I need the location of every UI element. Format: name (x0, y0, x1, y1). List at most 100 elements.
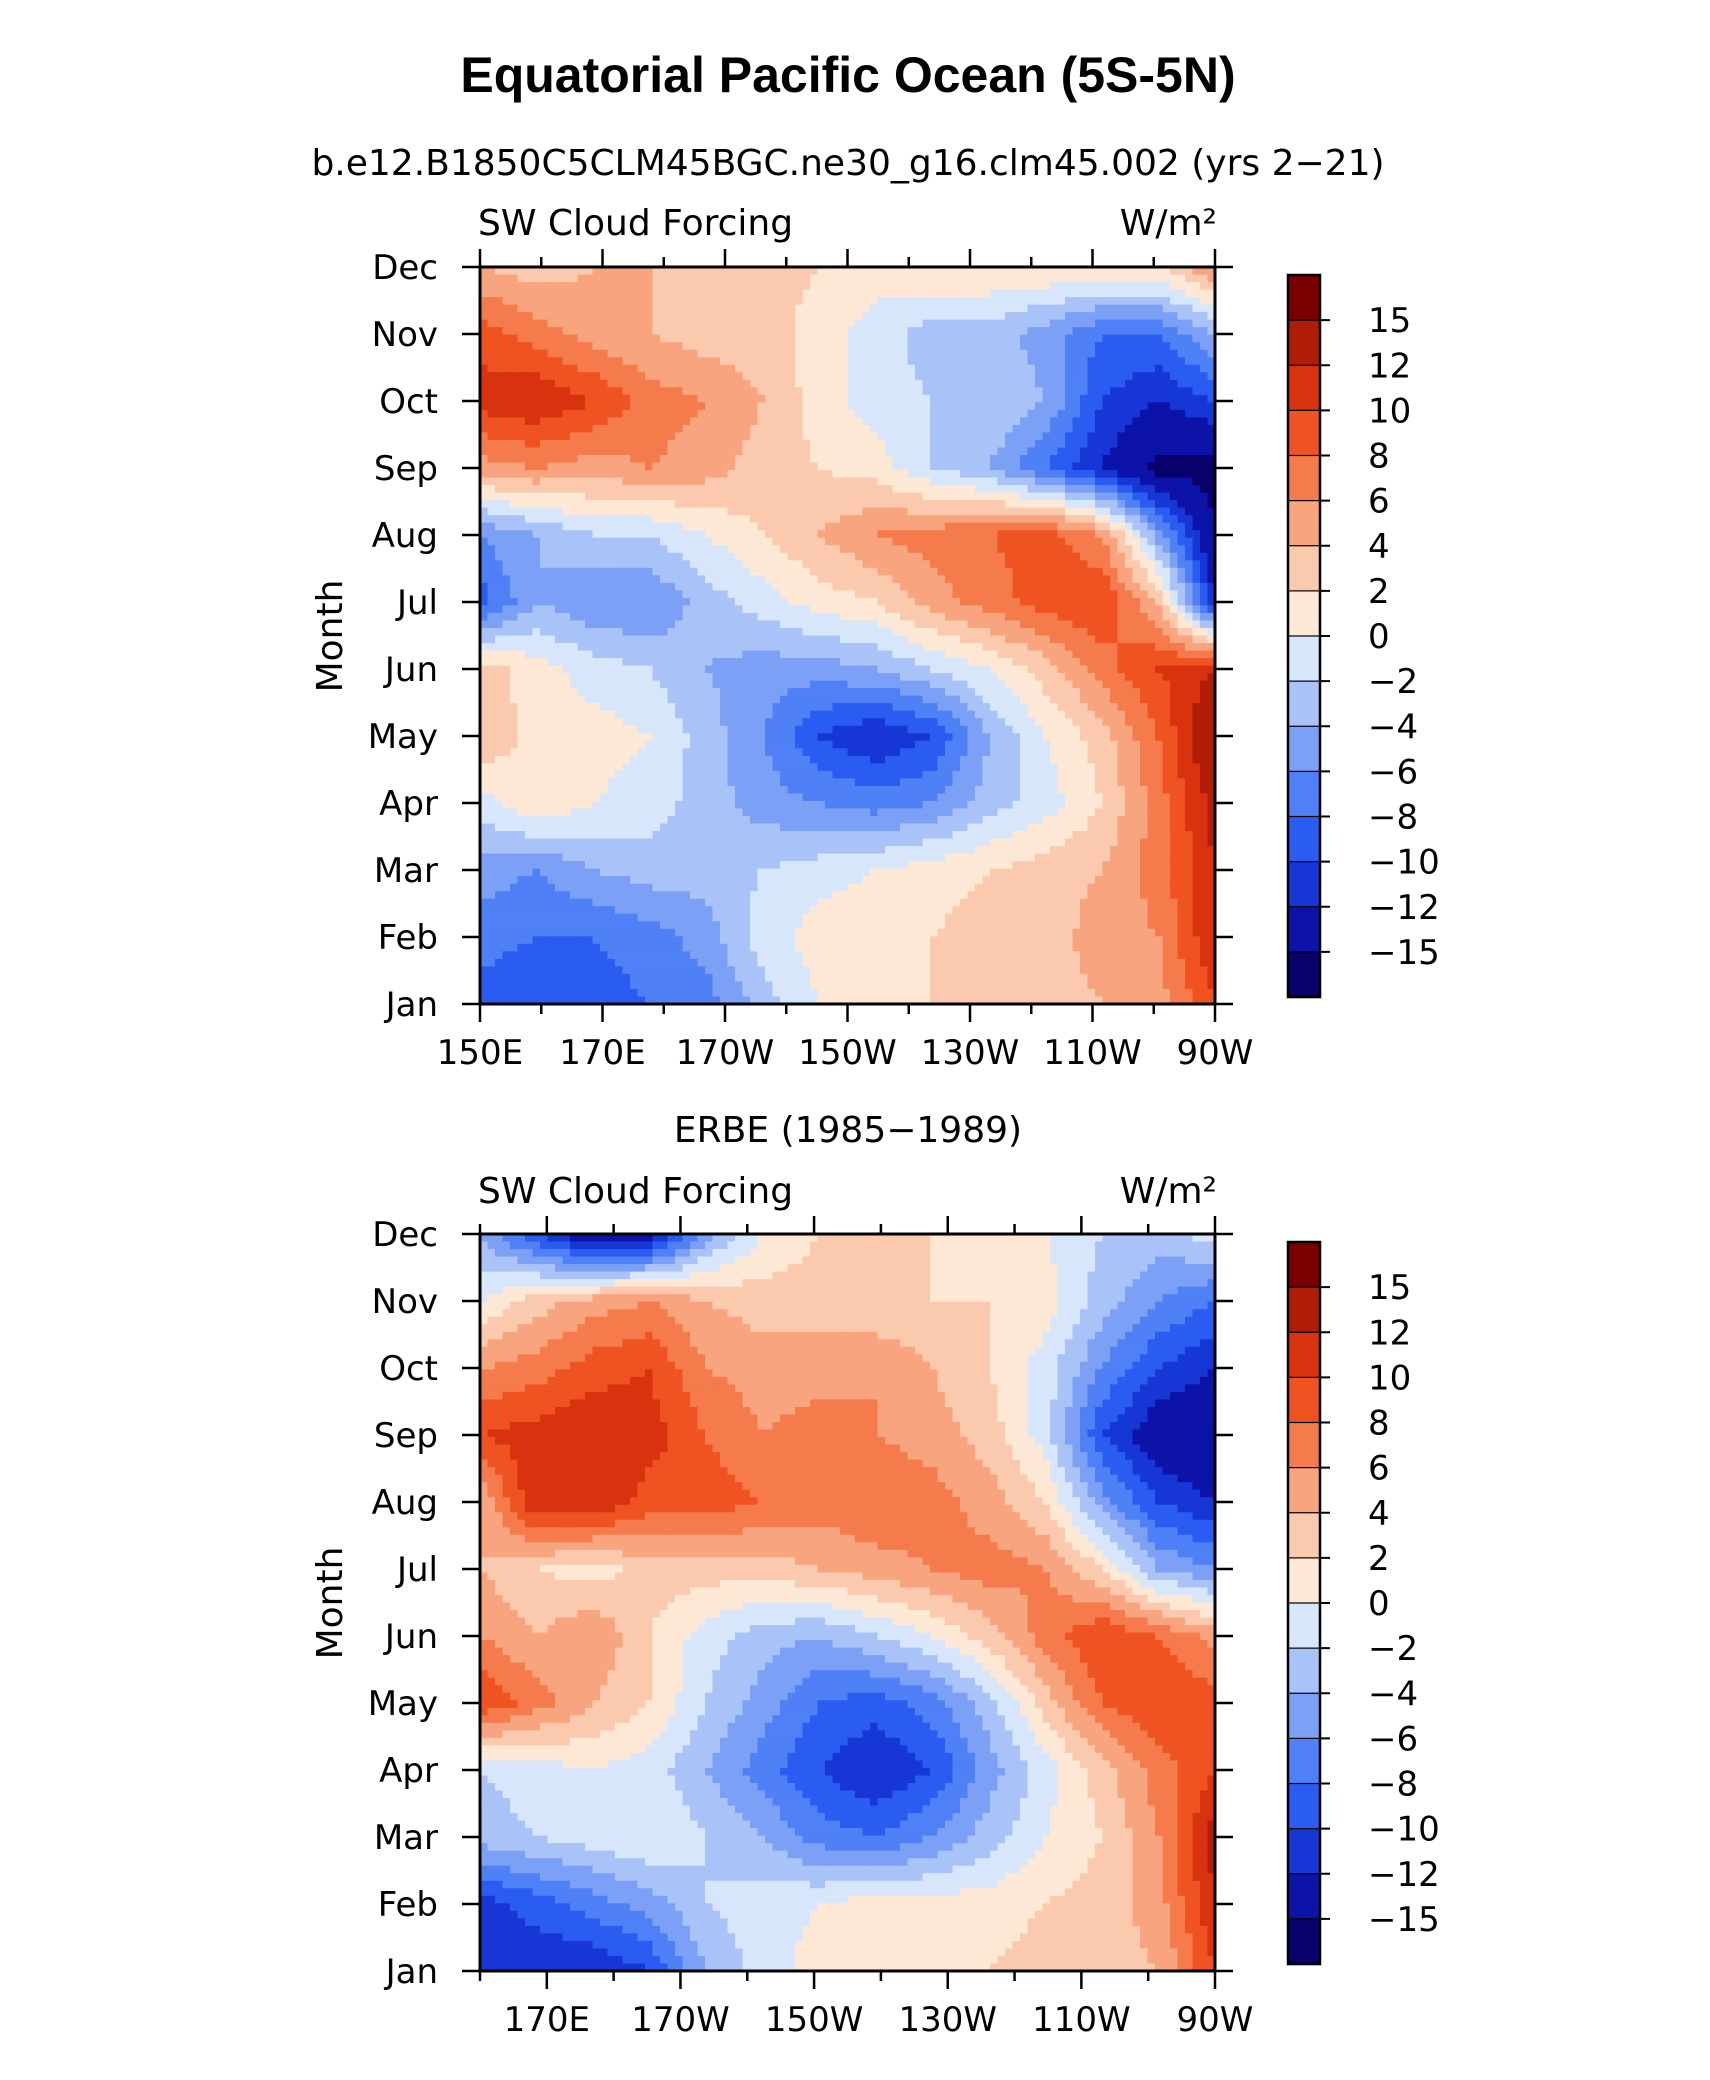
heatmap-cell (1050, 590, 1059, 599)
heatmap-cell (547, 522, 556, 531)
heatmap-cell (795, 597, 804, 607)
heatmap-cell (1125, 357, 1134, 366)
heatmap-cell (502, 364, 511, 373)
heatmap-cell (480, 545, 489, 554)
heatmap-cell (825, 485, 834, 494)
heatmap-cell (930, 417, 939, 426)
heatmap-cell (600, 409, 609, 419)
heatmap-cell (810, 439, 819, 449)
heatmap-cell (1095, 327, 1104, 336)
heatmap-cell (952, 439, 961, 449)
heatmap-cell (570, 349, 579, 358)
heatmap-cell (1162, 462, 1171, 471)
heatmap-cell (682, 387, 691, 396)
heatmap-cell (570, 304, 579, 313)
heatmap-cell (645, 545, 654, 554)
heatmap-cell (577, 612, 586, 622)
heatmap-cell (562, 267, 571, 276)
heatmap-cell (817, 319, 826, 328)
heatmap-cell (697, 357, 706, 366)
heatmap-cell (967, 409, 976, 419)
heatmap-cell (870, 470, 879, 479)
heatmap-cell (1012, 402, 1021, 411)
heatmap-cell (592, 552, 601, 561)
heatmap-cell (622, 507, 631, 516)
heatmap-cell (975, 470, 984, 479)
heatmap-cell (1065, 582, 1074, 591)
heatmap-cell (480, 612, 489, 622)
heatmap-cell (682, 643, 691, 652)
heatmap-cell (600, 439, 609, 449)
heatmap-cell (735, 612, 744, 622)
heatmap-cell (892, 267, 901, 276)
heatmap-cell (735, 282, 744, 291)
heatmap-cell (1042, 409, 1051, 419)
heatmap-cell (1020, 455, 1029, 464)
heatmap-cell (1162, 575, 1171, 584)
heatmap-cell (885, 485, 894, 494)
heatmap-cell (600, 515, 609, 524)
heatmap-cell (750, 522, 759, 531)
heatmap-cell (637, 567, 646, 576)
heatmap-cell (742, 620, 751, 629)
heatmap-cell (525, 364, 534, 373)
heatmap-cell (802, 545, 811, 554)
heatmap-cell (787, 402, 796, 411)
heatmap-cell (510, 612, 519, 622)
heatmap-cell (1027, 387, 1036, 396)
heatmap-cell (637, 485, 646, 494)
heatmap-cell (622, 424, 631, 434)
heatmap-cell (885, 522, 894, 531)
heatmap-cell (847, 537, 856, 546)
heatmap-cell (577, 372, 586, 381)
heatmap-cell (525, 267, 534, 276)
heatmap-cell (750, 575, 759, 584)
heatmap-cell (975, 319, 984, 328)
heatmap-cell (772, 417, 781, 426)
heatmap-cell (960, 402, 969, 411)
heatmap-cell (735, 470, 744, 479)
heatmap-cell (615, 282, 624, 291)
heatmap-cell (825, 387, 834, 396)
heatmap-cell (1110, 372, 1119, 381)
heatmap-cell (960, 417, 969, 426)
heatmap-cell (795, 364, 804, 373)
heatmap-cell (832, 530, 841, 539)
heatmap-cell (1012, 590, 1021, 599)
heatmap-cell (855, 439, 864, 449)
heatmap-cell (660, 485, 669, 494)
heatmap-cell (517, 394, 526, 403)
heatmap-cell (720, 439, 729, 449)
heatmap-cell (825, 439, 834, 449)
heatmap-cell (780, 357, 789, 366)
heatmap-cell (705, 470, 714, 479)
heatmap-cell (525, 627, 534, 637)
heatmap-cell (705, 387, 714, 396)
heatmap-cell (877, 620, 886, 629)
heatmap-cell (855, 620, 864, 629)
heatmap-cell (1057, 620, 1066, 629)
heatmap-cell (690, 627, 699, 637)
heatmap-cell (750, 312, 759, 321)
heatmap-cell (1027, 635, 1036, 644)
heatmap-cell (1035, 582, 1044, 591)
heatmap-cell (562, 364, 571, 373)
heatmap-cell (720, 462, 729, 471)
heatmap-cell (967, 522, 976, 531)
heatmap-cell (1065, 349, 1074, 358)
heatmap-cell (952, 643, 961, 652)
heatmap-cell (1110, 597, 1119, 607)
heatmap-cell (907, 364, 916, 373)
heatmap-cell (1155, 267, 1164, 276)
heatmap-cell (480, 387, 489, 396)
heatmap-cell (652, 567, 661, 576)
heatmap-cell (915, 439, 924, 449)
heatmap-cell (1087, 537, 1096, 546)
heatmap-cell (1050, 424, 1059, 434)
heatmap-cell (1035, 620, 1044, 629)
heatmap-cell (1057, 409, 1066, 419)
heatmap-cell (705, 582, 714, 591)
heatmap-cell (877, 409, 886, 419)
heatmap-cell (772, 394, 781, 403)
heatmap-cell (825, 507, 834, 516)
